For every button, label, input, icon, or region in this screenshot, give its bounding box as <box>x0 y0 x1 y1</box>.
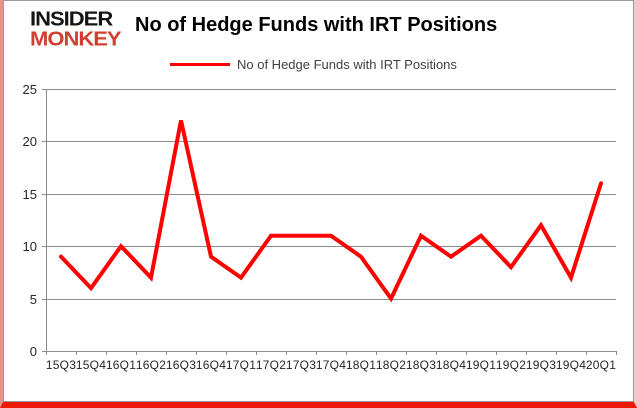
svg-text:18Q3: 18Q3 <box>406 358 436 372</box>
svg-text:20: 20 <box>23 134 37 149</box>
axes <box>42 89 617 355</box>
svg-text:17Q2: 17Q2 <box>256 358 286 372</box>
svg-text:16Q1: 16Q1 <box>106 358 136 372</box>
svg-text:16Q4: 16Q4 <box>196 358 226 372</box>
svg-text:16Q3: 16Q3 <box>166 358 196 372</box>
svg-text:15Q3: 15Q3 <box>46 358 76 372</box>
svg-text:17Q1: 17Q1 <box>226 358 256 372</box>
legend-line-marker <box>170 63 230 66</box>
svg-text:19Q1: 19Q1 <box>466 358 496 372</box>
svg-text:19Q2: 19Q2 <box>496 358 526 372</box>
svg-text:18Q1: 18Q1 <box>346 358 376 372</box>
legend: No of Hedge Funds with IRT Positions <box>170 57 457 72</box>
chart-title: No of Hedge Funds with IRT Positions <box>135 14 498 36</box>
logo-line-monkey: MONKEY <box>30 27 122 51</box>
svg-text:19Q3: 19Q3 <box>526 358 556 372</box>
svg-text:17Q4: 17Q4 <box>316 358 346 372</box>
logo-line-insider: INSIDER <box>30 7 113 31</box>
svg-text:0: 0 <box>30 344 37 359</box>
legend-label: No of Hedge Funds with IRT Positions <box>237 57 457 72</box>
svg-text:18Q4: 18Q4 <box>436 358 466 372</box>
svg-text:25: 25 <box>23 82 37 97</box>
svg-text:16Q2: 16Q2 <box>136 358 166 372</box>
svg-text:19Q4: 19Q4 <box>556 358 586 372</box>
svg-text:5: 5 <box>30 292 37 307</box>
x-axis-tick-labels: 15Q3 15Q4 16Q1 16Q2 16Q3 16Q4 17Q1 17Q2 17Q3 17Q4… <box>46 358 616 372</box>
svg-text:15Q4: 15Q4 <box>76 358 106 372</box>
insider-monkey-logo: INSIDER MONKEY <box>30 7 122 51</box>
svg-text:17Q3: 17Q3 <box>286 358 316 372</box>
svg-text:15: 15 <box>23 187 37 202</box>
svg-text:18Q2: 18Q2 <box>376 358 406 372</box>
svg-text:10: 10 <box>23 239 37 254</box>
chart-inner-border: INSIDER MONKEY No of Hedge Funds with IR… <box>3 0 634 402</box>
gridlines <box>42 89 616 352</box>
svg-text:20Q1: 20Q1 <box>586 358 616 372</box>
series-line <box>59 120 603 303</box>
y-axis-tick-labels: 0 5 10 15 20 25 <box>23 82 37 359</box>
